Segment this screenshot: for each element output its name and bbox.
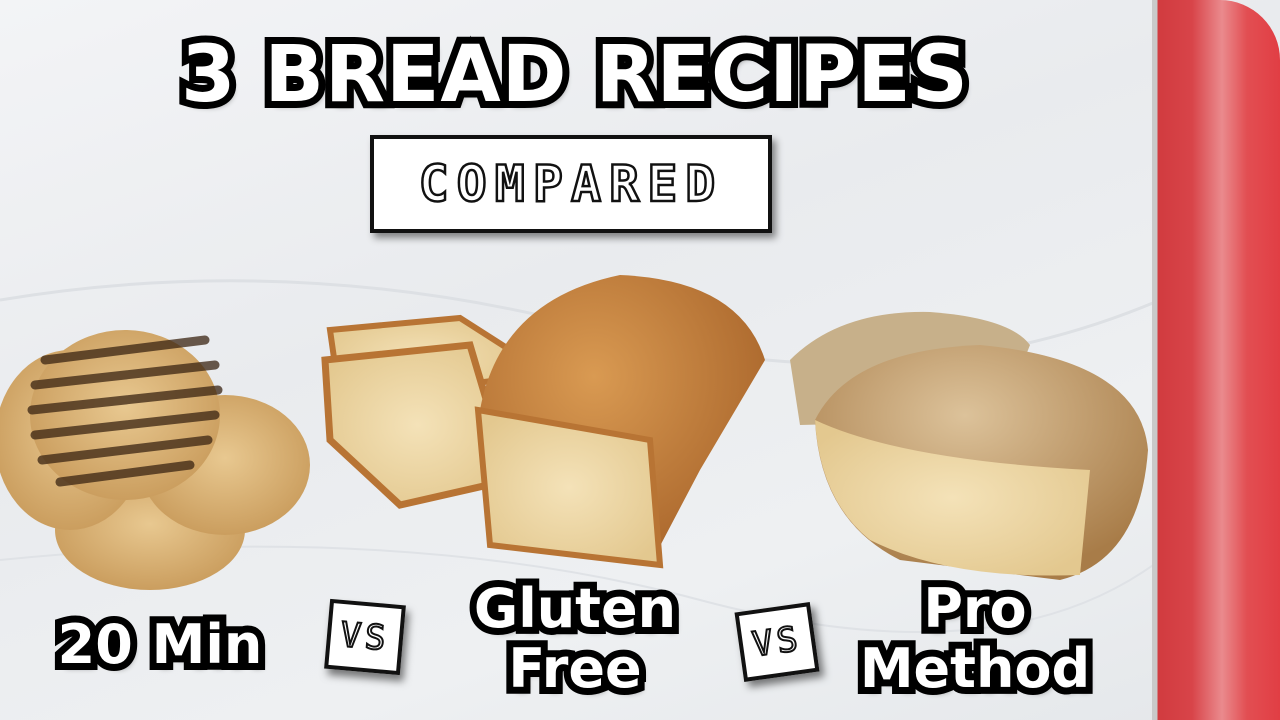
label-20-min: 20 Min — [51, 611, 270, 679]
sourdough-loaf — [790, 311, 1148, 580]
vs-badge-2: VS — [734, 602, 820, 682]
vs-badge-1: VS — [324, 598, 406, 676]
red-side-bar — [1152, 0, 1280, 720]
label-free: Free — [501, 635, 648, 703]
title: 3 BREAD RECIPES — [174, 29, 975, 121]
label-pro: Pro — [916, 575, 1033, 643]
flatbread-stack — [0, 330, 310, 590]
label-gluten: Gluten — [467, 575, 683, 643]
bread-photo — [0, 275, 1160, 633]
label-method: Method — [853, 635, 1097, 703]
compared-box: COMPARED — [370, 135, 772, 233]
subtitle: COMPARED — [417, 154, 724, 215]
gluten-free-loaf — [321, 275, 765, 569]
